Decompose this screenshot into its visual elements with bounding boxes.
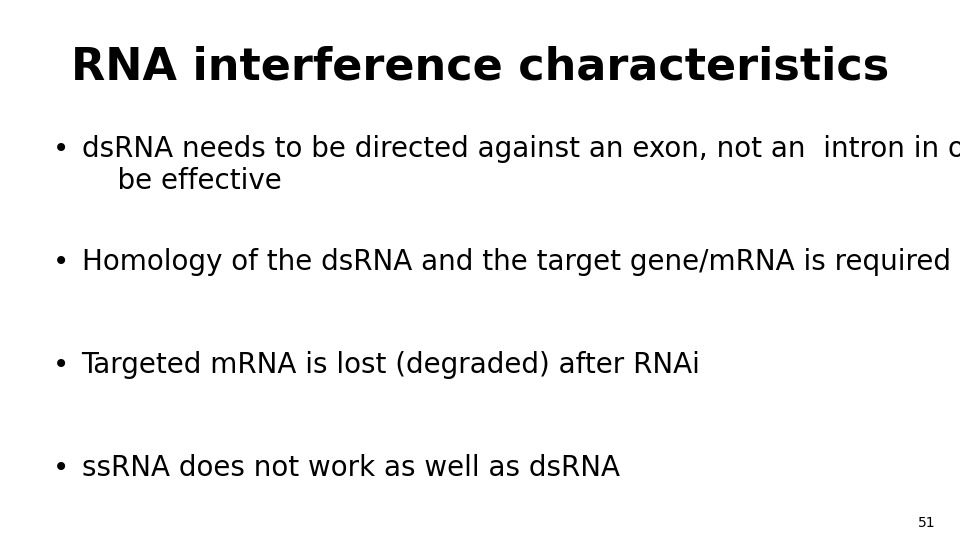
Text: •: • (53, 135, 69, 163)
Text: 51: 51 (919, 516, 936, 530)
Text: dsRNA needs to be directed against an exon, not an  intron in order to
    be ef: dsRNA needs to be directed against an ex… (82, 135, 960, 195)
Text: •: • (53, 248, 69, 276)
Text: •: • (53, 454, 69, 482)
Text: Targeted mRNA is lost (degraded) after RNAi: Targeted mRNA is lost (degraded) after R… (82, 351, 701, 379)
Text: ssRNA does not work as well as dsRNA: ssRNA does not work as well as dsRNA (82, 454, 619, 482)
Text: Homology of the dsRNA and the target gene/mRNA is required: Homology of the dsRNA and the target gen… (82, 248, 950, 276)
Text: RNA interference characteristics: RNA interference characteristics (71, 46, 889, 89)
Text: •: • (53, 351, 69, 379)
